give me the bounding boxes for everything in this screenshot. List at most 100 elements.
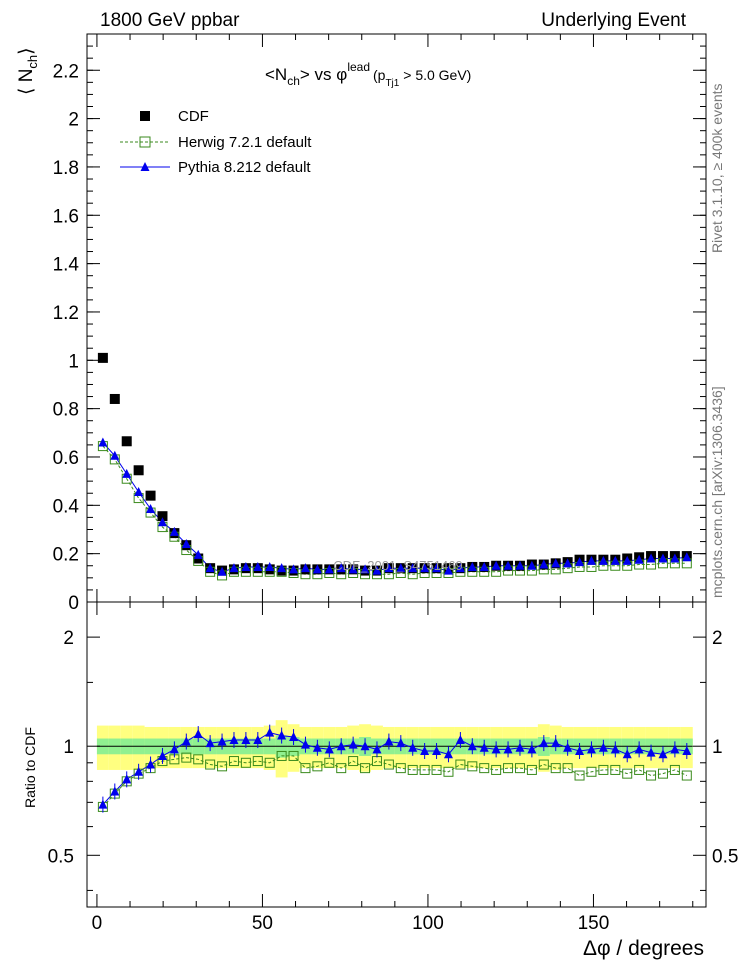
herwig-ratio-point bbox=[622, 768, 633, 779]
pythia-point bbox=[432, 563, 442, 573]
herwig-ratio-point bbox=[514, 763, 525, 774]
pythia-point bbox=[253, 561, 263, 571]
pythia-point bbox=[324, 564, 334, 574]
side-label-rivet: Rivet 3.1.10, ≥ 400k events bbox=[709, 83, 725, 253]
herwig-ratio-point bbox=[538, 759, 549, 770]
ratio-y-label-text: Ratio to CDF bbox=[22, 727, 38, 808]
pythia-point bbox=[539, 559, 549, 569]
herwig-ratio-point bbox=[669, 764, 680, 775]
y-tick-label: 0.2 bbox=[53, 545, 79, 566]
x-tick-label: 50 bbox=[252, 913, 273, 934]
herwig-ratio-point bbox=[598, 764, 609, 775]
cdf-point bbox=[157, 511, 168, 522]
pythia-ratio-point bbox=[110, 786, 120, 796]
pythia-point bbox=[646, 553, 656, 563]
herwig-ratio-point bbox=[217, 761, 228, 772]
pythia-ratio-point bbox=[479, 742, 489, 752]
herwig-ratio-point bbox=[276, 750, 287, 761]
y-tick-label: 1.6 bbox=[53, 206, 79, 227]
cdf-point bbox=[121, 436, 132, 447]
pythia-ratio-point bbox=[575, 746, 585, 756]
pythia-ratio-point bbox=[217, 736, 227, 746]
x-tick-label: 0 bbox=[92, 913, 103, 934]
pythia-point bbox=[622, 555, 632, 565]
pythia-ratio-point bbox=[563, 742, 573, 752]
herwig-ratio-point bbox=[240, 757, 251, 768]
ratio-panel-data bbox=[96, 720, 693, 813]
pythia-point bbox=[134, 487, 144, 497]
main-y-label-text: ⟨ Nch⟩ bbox=[16, 47, 40, 95]
pythia-point bbox=[169, 526, 179, 536]
herwig-ratio-point bbox=[443, 766, 454, 777]
pythia-point bbox=[658, 553, 668, 563]
pythia-ratio-point bbox=[157, 750, 167, 760]
pythia-ratio-point bbox=[169, 744, 179, 754]
pythia-ratio-point bbox=[241, 735, 251, 745]
herwig-ratio-point bbox=[228, 756, 239, 767]
herwig-ratio-point bbox=[586, 766, 597, 777]
pythia-ratio-point bbox=[205, 738, 215, 748]
pythia-ratio-point bbox=[670, 744, 680, 754]
herwig-ratio-point bbox=[455, 759, 466, 770]
pythia-ratio-point bbox=[646, 747, 656, 757]
pythia-point bbox=[527, 560, 537, 570]
ratio-y-tick-label-right: 1 bbox=[712, 737, 723, 758]
pythia-point bbox=[265, 561, 275, 571]
pythia-ratio-point bbox=[539, 738, 549, 748]
plot-title-cut-close: > 5.0 GeV) bbox=[399, 67, 471, 83]
pythia-ratio-point bbox=[503, 744, 513, 754]
ratio-y-tick-label: 2 bbox=[63, 628, 74, 649]
herwig-ratio-point bbox=[574, 770, 585, 781]
pythia-ratio-point bbox=[181, 736, 191, 746]
pythia-point bbox=[598, 555, 608, 565]
herwig-ratio-point bbox=[646, 770, 657, 781]
pythia-ratio-point bbox=[372, 744, 382, 754]
pythia-ratio-point bbox=[586, 744, 596, 754]
pythia-ratio-point bbox=[408, 742, 418, 752]
herwig-ratio-point bbox=[562, 763, 573, 774]
pythia-point bbox=[479, 561, 489, 571]
pythia-ratio-point bbox=[551, 738, 561, 748]
pythia-point bbox=[455, 563, 465, 573]
herwig-ratio-point bbox=[479, 763, 490, 774]
pythia-ratio-point bbox=[610, 744, 620, 754]
plot-title-text: <Nch> vs φlead (pTj1 > 5.0 GeV) bbox=[265, 60, 471, 89]
side-label-mcplots: mcplots.cern.ch [arXiv:1306.3436] bbox=[709, 386, 725, 598]
pythia-ratio-point bbox=[515, 742, 525, 752]
plot-title-mid: > vs φ bbox=[300, 65, 347, 84]
herwig-ratio-point bbox=[467, 761, 478, 772]
pythia-point bbox=[348, 564, 358, 574]
pythia-ratio-point bbox=[527, 744, 537, 754]
herwig-ratio-point bbox=[419, 764, 430, 775]
watermark: CDF_2001_S4751469 bbox=[333, 558, 462, 573]
ratio-y-tick-label-right: 0.5 bbox=[712, 846, 738, 867]
pythia-ratio-point bbox=[300, 739, 310, 749]
pythia-point bbox=[372, 565, 382, 575]
herwig-ratio-point bbox=[383, 759, 394, 770]
herwig-ratio-point bbox=[610, 764, 621, 775]
herwig-ratio-point bbox=[681, 770, 692, 781]
legend-herwig-marker bbox=[139, 136, 151, 148]
herwig-ratio-point bbox=[503, 763, 514, 774]
ratio-y-tick-label: 1 bbox=[63, 737, 74, 758]
herwig-ratio-point bbox=[550, 763, 561, 774]
header-left: 1800 GeV ppbar bbox=[100, 10, 240, 31]
pythia-ratio-point bbox=[491, 744, 501, 754]
plot-title: <Nch> vs φlead (pTj1 > 5.0 GeV) bbox=[265, 60, 471, 89]
pythia-point bbox=[634, 554, 644, 564]
plot-title-sup: lead bbox=[347, 60, 370, 74]
main-y-label-close: ⟩ bbox=[16, 47, 37, 54]
main-y-label-open: ⟨ N bbox=[16, 69, 37, 95]
pythia-ratio-point bbox=[289, 732, 299, 742]
pythia-ratio-point bbox=[193, 729, 203, 739]
plot-title-cut-sub: Tj1 bbox=[385, 78, 399, 89]
pythia-point bbox=[467, 561, 477, 571]
x-axis-label: Δφ / degrees bbox=[583, 937, 704, 960]
pythia-point bbox=[551, 558, 561, 568]
pythia-point bbox=[360, 564, 370, 574]
pythia-point bbox=[610, 555, 620, 565]
header-right: Underlying Event bbox=[541, 10, 686, 31]
y-tick-label: 1.2 bbox=[53, 303, 79, 324]
pythia-ratio-point bbox=[396, 738, 406, 748]
